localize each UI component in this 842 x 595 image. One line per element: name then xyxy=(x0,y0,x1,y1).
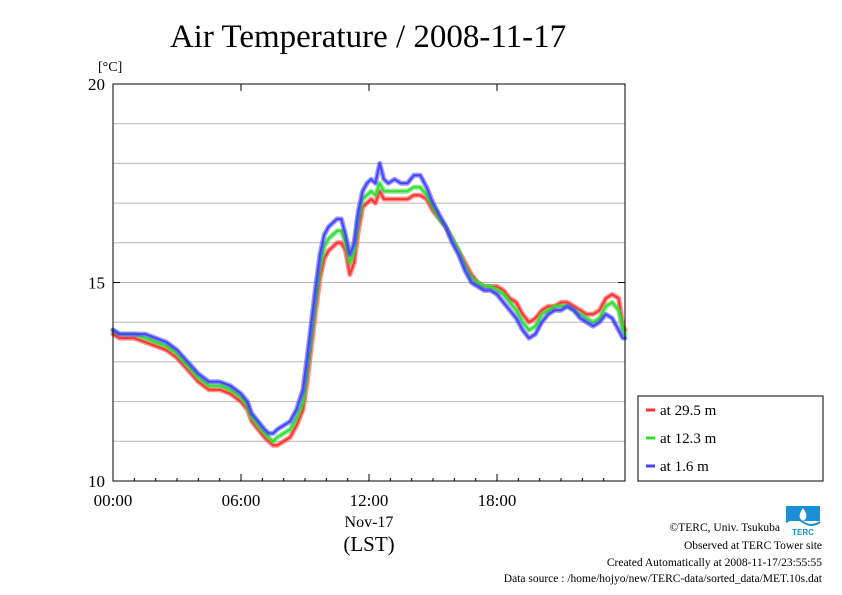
logo-drop-icon xyxy=(799,508,807,521)
x-axis-date-label: Nov-17 xyxy=(345,514,394,531)
series-line xyxy=(112,162,626,435)
x-tick-label: 06:00 xyxy=(222,491,261,510)
credit-copyright: ©TERC, Univ. Tsukuba xyxy=(670,522,780,534)
legend-label: at 1.6 m xyxy=(660,459,709,475)
x-axis-label: (LST) xyxy=(343,532,394,556)
axis-ticks: 10 15 20 00:00 06:00 12:00 18:00 xyxy=(88,75,625,510)
x-tick-label: 12:00 xyxy=(350,491,389,510)
y-tick-label: 10 xyxy=(88,472,105,491)
credits-block: ©TERC, Univ. Tsukuba Observed at TERC To… xyxy=(504,522,823,585)
grid-lines xyxy=(113,123,625,442)
credit-created: Created Automatically at 2008-11-17/23:5… xyxy=(607,557,822,569)
y-axis-unit: [°C] xyxy=(98,60,122,75)
y-tick-label: 20 xyxy=(88,75,105,94)
credit-source: Data source : /home/hojyo/new/TERC-data/… xyxy=(504,573,823,585)
series-layer xyxy=(110,160,628,448)
legend-box xyxy=(637,395,824,482)
x-tick-label: 18:00 xyxy=(478,491,517,510)
legend: at 29.5 m at 12.3 m at 1.6 m xyxy=(637,395,824,482)
credit-site: Observed at TERC Tower site xyxy=(684,540,822,552)
logo-text: TERC xyxy=(792,528,814,537)
legend-label: at 29.5 m xyxy=(660,403,717,419)
chart-title: Air Temperature / 2008-11-17 xyxy=(170,19,566,55)
y-tick-label: 15 xyxy=(88,274,105,293)
x-tick-label: 00:00 xyxy=(94,491,133,510)
legend-label: at 12.3 m xyxy=(660,431,717,447)
logo-swirl-icon xyxy=(785,518,821,526)
terc-logo: TERC xyxy=(783,503,822,537)
